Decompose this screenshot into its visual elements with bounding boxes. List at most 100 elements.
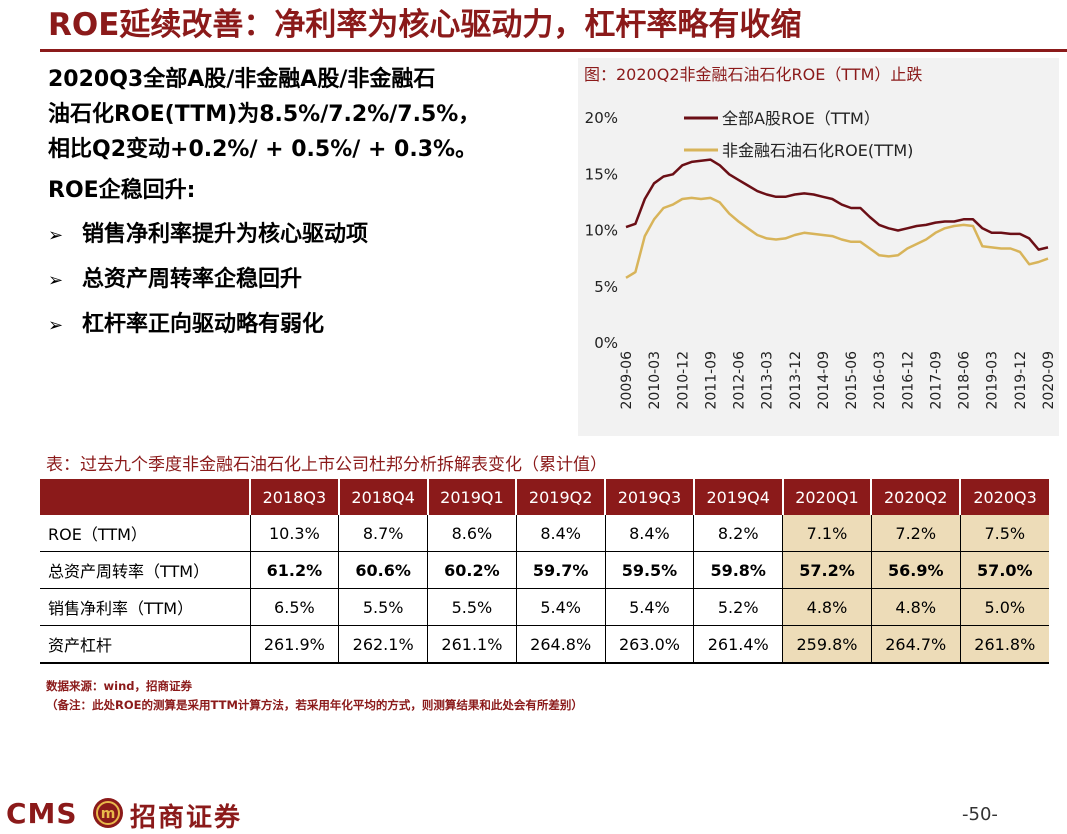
header-cell: 2019Q2 [515,479,606,515]
table-cell: 59.8% [693,551,783,589]
summary-paragraph: 2020Q3全部A股/非金融A股/非金融石 油石化ROE(TTM)为8.5%/7… [48,62,568,167]
logo-seal-text: m [101,806,116,822]
table-cell-highlight: 5.0% [959,588,1049,626]
summary-line: 油石化ROE(TTM)为8.5%/7.2%/7.5%， [48,102,481,127]
table-cell: 61.2% [249,551,339,589]
table-cell-highlight: 57.2% [782,551,872,589]
bullet-text: 杠杆率正向驱动略有弱化 [82,312,325,337]
table-cell: 60.6% [338,551,428,589]
header-cell: 2018Q3 [249,479,339,515]
table-cell: 5.4% [604,588,694,626]
x-tick-label: 2016-03 [872,351,888,410]
summary-line: 相比Q2变动+0.2%/ + 0.5%/ + 0.3%。 [48,137,478,162]
y-tick-label: 0% [594,334,618,352]
table-cell-highlight: 4.8% [870,588,961,626]
header-cell [40,479,250,515]
x-tick-label: 2009-06 [619,351,635,410]
table-cell: 261.1% [427,625,517,664]
table-cell-highlight: 57.0% [959,551,1049,589]
table-cell: 10.3% [249,515,339,552]
x-tick-label: 2010-03 [647,351,663,410]
x-tick-label: 2019-03 [985,351,1001,410]
roe-line-chart: 图：2020Q2非金融石油石化ROE（TTM）止跌 0%5%10%15%20% … [584,65,1057,410]
table-cell-highlight: 56.9% [870,551,961,589]
y-tick-label: 15% [585,165,618,183]
table-cell: 8.4% [604,515,694,552]
row-label: 资产杠杆 [40,625,250,664]
table-cell: 59.7% [515,551,606,589]
table-cell: 263.0% [604,625,694,664]
series-line-all-a-shares [625,158,1049,251]
y-tick-label: 10% [585,222,618,240]
table-header-row: 2018Q3 2018Q4 2019Q1 2019Q2 2019Q3 2019Q… [40,479,1049,515]
table-cell: 5.4% [515,588,606,626]
table-cell: 8.4% [515,515,606,552]
y-tick-label: 20% [585,109,618,127]
table-cell-highlight: 7.5% [959,515,1049,552]
title-divider [40,49,1067,52]
x-tick-label: 2016-12 [900,351,916,410]
page-title: ROE延续改善：净利率为核心驱动力，杠杆率略有收缩 [48,7,802,43]
table-cell-highlight: 7.1% [782,515,872,552]
table-caption: 表：过去九个季度非金融石油石化上市公司杜邦分析拆解表变化（累计值） [46,455,607,475]
x-tick-label: 2020-09 [1041,351,1057,410]
row-label: 总资产周转率（TTM） [40,551,250,589]
table-cell: 261.9% [249,625,339,664]
footnote: （备注：此处ROE的测算是采用TTM计算方法，若采用年化平均的方式，则测算结果和… [46,698,583,712]
table-row: 资产杠杆 261.9% 262.1% 261.1% 264.8% 263.0% … [40,625,1049,664]
header-cell: 2019Q1 [426,479,517,515]
table-cell: 8.2% [693,515,783,552]
table-cell-highlight: 7.2% [870,515,961,552]
table-cell: 262.1% [338,625,428,664]
bullet-text: 总资产周转率企稳回升 [82,267,303,292]
header-cell: 2020Q3 [959,479,1049,515]
x-tick-label: 2011-09 [703,351,719,410]
table-cell-highlight: 4.8% [782,588,872,626]
arrow-bullet-icon: ➢ [48,315,64,336]
table-cell: 5.2% [693,588,783,626]
y-tick-label: 5% [594,278,618,296]
header-cell: 2018Q4 [337,479,428,515]
table-cell: 264.8% [515,625,606,664]
table-cell: 261.4% [693,625,783,664]
table-cell: 59.5% [604,551,694,589]
bullet-text: 销售净利率提升为核心驱动项 [82,222,369,247]
row-label: ROE（TTM） [40,515,250,552]
subheading: ROE企稳回升: [48,178,196,203]
table-cell-highlight: 259.8% [782,625,872,664]
table-row: ROE（TTM） 10.3% 8.7% 8.6% 8.4% 8.4% 8.2% … [40,515,1049,552]
x-tick-label: 2013-03 [760,351,776,410]
table-cell-highlight: 261.8% [959,625,1049,664]
bullet-list: ➢ 销售净利率提升为核心驱动项 ➢ 总资产周转率企稳回升 ➢ 杠杆率正向驱动略有弱化 [48,218,368,353]
table-cell: 5.5% [427,588,517,626]
x-tick-label: 2015-06 [844,351,860,410]
table-cell: 60.2% [427,551,517,589]
roe-chart: 图：2020Q2非金融石油石化ROE（TTM）止跌 0% 5% 10% 15% 20% … [578,58,1059,436]
x-tick-label: 2013-12 [788,351,804,410]
table-row: 销售净利率（TTM） 6.5% 5.5% 5.5% 5.4% 5.4% 5.2%… [40,588,1049,626]
x-tick-label: 2017-09 [928,351,944,410]
chart-title: 图：2020Q2非金融石油石化ROE（TTM）止跌 [584,65,922,84]
header-cell: 2020Q2 [870,479,961,515]
x-tick-label: 2018-06 [957,351,973,410]
x-tick-label: 2019-12 [1013,351,1029,410]
arrow-bullet-icon: ➢ [48,225,64,246]
x-tick-label: 2014-09 [816,351,832,410]
logo-wordmark: CMS [6,797,78,830]
header-cell: 2019Q4 [692,479,783,515]
series-line-non-financial-ex-petro [625,196,1049,279]
arrow-bullet-icon: ➢ [48,270,64,291]
x-tick-label: 2010-12 [675,351,691,410]
legend-label: 非金融石油石化ROE(TTM) [722,141,913,160]
table-cell: 8.6% [427,515,517,552]
bullet-item: ➢ 总资产周转率企稳回升 [48,263,368,308]
bullet-item: ➢ 杠杆率正向驱动略有弱化 [48,308,368,353]
logo-seal-icon: m [93,798,123,828]
table-row: 总资产周转率（TTM） 61.2% 60.6% 60.2% 59.7% 59.5… [40,551,1049,589]
data-source: 数据来源：wind，招商证券 [46,679,192,693]
bullet-item: ➢ 销售净利率提升为核心驱动项 [48,218,368,263]
logo-brand-name: 招商证券 [130,803,243,833]
header-cell: 2020Q1 [781,479,872,515]
row-label: 销售净利率（TTM） [40,588,250,626]
table-cell: 8.7% [338,515,428,552]
